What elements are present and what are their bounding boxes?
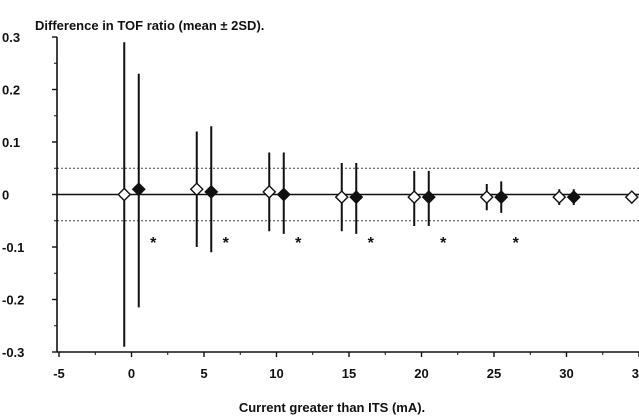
open-diamond-marker: [407, 190, 422, 205]
open-diamond-marker: [624, 190, 639, 205]
x-tick-label: 15: [342, 366, 356, 381]
x-tick-label: 20: [414, 366, 428, 381]
x-tick-label: 35: [632, 366, 639, 381]
open-diamond-marker: [262, 184, 277, 199]
annotations: * * * * * *: [150, 235, 520, 252]
significance-asterisk: *: [513, 235, 520, 252]
filled-diamond-marker: [566, 190, 581, 205]
chart-title: Difference in TOF ratio (mean ± 2SD).: [35, 18, 264, 33]
x-tick-label: 5: [200, 366, 207, 381]
significance-asterisk: *: [150, 235, 157, 252]
significance-asterisk: *: [223, 235, 230, 252]
y-tick-label: 0.3: [2, 30, 20, 45]
y-tick-label: 0: [2, 188, 9, 203]
filled-diamond-marker: [131, 182, 146, 197]
open-diamond-marker: [479, 190, 494, 205]
filled-diamond-marker: [494, 190, 509, 205]
y-tick-label: 0.2: [2, 83, 20, 98]
ticks: 0.3 0.2 0.1 0 -0.1 -0.2 -0.3 -5 0 5 10 15 20 25 30 35: [2, 30, 639, 381]
y-tick-label: -0.2: [2, 293, 24, 308]
open-diamond-marker: [117, 187, 132, 202]
y-tick-label: -0.3: [2, 345, 24, 360]
filled-diamond-marker: [276, 187, 291, 202]
y-tick-label: -0.1: [2, 240, 24, 255]
significance-asterisk: *: [368, 235, 375, 252]
filled-diamond-marker: [421, 190, 436, 205]
open-diamond-marker: [552, 190, 567, 205]
data-marks: [117, 42, 639, 347]
x-tick-label: -5: [53, 366, 65, 381]
x-tick-label: 30: [559, 366, 573, 381]
significance-asterisk: *: [295, 235, 302, 252]
reference-lines: [57, 167, 639, 222]
x-axis-label: Current greater than ITS (mA).: [239, 400, 425, 415]
x-tick-label: 10: [269, 366, 283, 381]
x-tick-label: 0: [128, 366, 135, 381]
filled-diamond-marker: [204, 184, 219, 199]
open-diamond-marker: [334, 190, 349, 205]
open-diamond-marker: [189, 182, 204, 197]
filled-diamond-marker: [349, 190, 364, 205]
x-tick-label: 25: [487, 366, 501, 381]
axes: [56, 37, 639, 353]
y-tick-label: 0.1: [2, 135, 20, 150]
significance-asterisk: *: [440, 235, 447, 252]
